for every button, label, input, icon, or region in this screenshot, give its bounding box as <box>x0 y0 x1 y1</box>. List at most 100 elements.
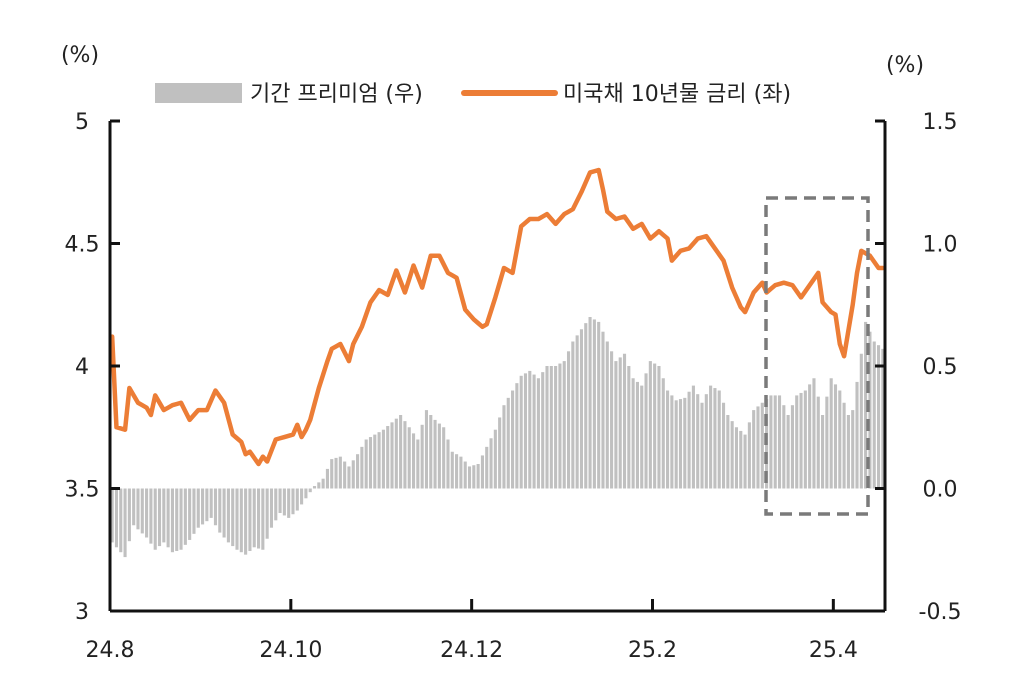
term-premium-bar <box>592 319 596 489</box>
term-premium-bar <box>704 394 708 489</box>
term-premium-bar <box>605 341 609 489</box>
term-premium-bar <box>829 378 833 489</box>
term-premium-bar <box>300 488 304 505</box>
term-premium-bar <box>170 488 174 553</box>
term-premium-bar <box>536 378 540 489</box>
term-premium-bar <box>429 415 433 489</box>
term-premium-bar <box>403 421 407 489</box>
term-premium-bar <box>123 488 127 558</box>
term-premium-bar <box>816 396 820 489</box>
term-premium-bar <box>859 353 863 489</box>
term-premium-bar <box>278 488 282 513</box>
term-premium-bar <box>282 488 286 516</box>
term-premium-bar <box>523 373 528 489</box>
term-premium-bar <box>183 488 187 545</box>
term-premium-bar <box>226 488 230 543</box>
term-premium-bar <box>489 438 493 489</box>
term-premium-bar <box>610 351 614 489</box>
term-premium-bar <box>674 400 678 489</box>
term-premium-bar <box>274 488 278 521</box>
term-premium-bar <box>640 385 644 489</box>
term-premium-bar <box>196 488 200 528</box>
term-premium-bar <box>330 459 334 489</box>
term-premium-bar <box>347 466 351 489</box>
term-premium-bar <box>127 488 131 542</box>
term-premium-bar <box>472 465 476 489</box>
term-premium-bar <box>338 456 342 489</box>
term-premium-bar <box>588 317 592 489</box>
term-premium-bar <box>244 488 248 555</box>
term-premium-bar <box>132 488 136 526</box>
term-premium-bar <box>790 405 794 489</box>
term-premium-bar <box>782 405 786 489</box>
term-premium-bar <box>730 421 734 489</box>
term-premium-bar <box>166 488 170 548</box>
term-premium-bar <box>450 451 454 489</box>
term-premium-bar <box>756 406 760 489</box>
term-premium-bar <box>691 385 695 489</box>
term-premium-bar <box>661 378 665 489</box>
term-premium-bar <box>795 395 799 489</box>
term-premium-bar <box>416 439 420 489</box>
term-premium-bar <box>312 486 317 489</box>
term-premium-bar <box>506 397 510 489</box>
term-premium-bar <box>700 402 704 489</box>
term-premium-bar <box>821 415 825 489</box>
term-premium-bar <box>157 488 162 547</box>
term-premium-bar <box>235 488 239 550</box>
term-premium-bar <box>622 353 627 489</box>
term-premium-bar <box>838 390 842 489</box>
term-premium-bar <box>597 321 601 489</box>
term-premium-bar <box>502 405 506 489</box>
term-premium-bar <box>399 415 403 489</box>
left-axis-tick-label: 3.5 <box>65 478 100 503</box>
term-premium-bar <box>687 391 691 489</box>
term-premium-bar <box>201 488 205 525</box>
term-premium-bar <box>325 468 329 489</box>
term-premium-bar <box>485 446 489 489</box>
term-premium-bar <box>855 381 859 489</box>
left-axis-tick-label: 5 <box>75 110 89 135</box>
term-premium-bar <box>635 381 639 489</box>
x-axis-tick-label: 24.12 <box>440 638 503 663</box>
term-premium-bar <box>825 396 829 489</box>
term-premium-bar <box>721 402 726 489</box>
term-premium-bar <box>149 488 153 544</box>
term-premium-bar <box>343 461 347 489</box>
term-premium-bar <box>670 395 674 489</box>
term-premium-bar <box>541 372 545 489</box>
term-premium-bar <box>627 366 631 489</box>
term-premium-bar <box>717 390 721 489</box>
term-premium-bar <box>868 331 872 489</box>
term-premium-bar <box>554 366 558 489</box>
term-premium-bar <box>175 488 179 551</box>
term-premium-bar <box>515 383 519 489</box>
term-premium-bar <box>575 335 579 489</box>
term-premium-bar <box>846 415 850 489</box>
term-premium-bar <box>269 488 274 528</box>
term-premium-bar <box>876 345 881 489</box>
term-premium-bar <box>498 417 502 489</box>
term-premium-bar <box>162 488 166 543</box>
term-premium-bar <box>644 373 648 489</box>
term-premium-bar <box>842 402 846 489</box>
right-axis-tick-label: 1.0 <box>923 233 958 258</box>
term-premium-bar <box>377 432 381 489</box>
term-premium-bar <box>851 410 855 489</box>
term-premium-bar <box>446 439 450 489</box>
term-premium-bar <box>110 488 114 543</box>
term-premium-bar <box>678 399 683 489</box>
legend: 기간 프리미엄 (우) 미국채 10년물 금리 (좌) <box>155 82 791 107</box>
term-premium-bar <box>467 466 472 489</box>
term-premium-bar <box>420 424 424 489</box>
term-premium-bar <box>480 455 484 489</box>
term-premium-bar <box>666 390 670 489</box>
term-premium-bar <box>304 488 308 499</box>
term-premium-bar <box>265 488 269 539</box>
term-premium-bar <box>411 433 416 489</box>
term-premium-bar <box>459 456 463 489</box>
term-premium-bar <box>239 488 243 553</box>
term-premium-bar <box>381 429 385 489</box>
term-premium-bar <box>205 488 209 522</box>
